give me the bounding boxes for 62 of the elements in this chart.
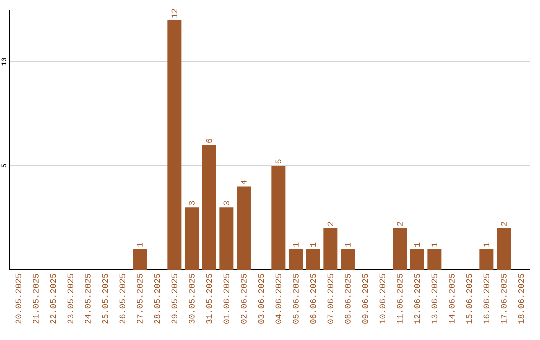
bar	[133, 249, 147, 270]
bar	[237, 186, 251, 270]
bar	[272, 166, 286, 270]
x-tick-label: 11.06.2025	[397, 274, 403, 324]
bar	[168, 20, 182, 270]
x-tick-label: 16.06.2025	[484, 274, 490, 324]
bar	[324, 228, 338, 270]
x-tick-label: 17.06.2025	[501, 274, 507, 324]
x-tick-label: 06.06.2025	[310, 274, 316, 324]
data-label: 1	[432, 242, 438, 247]
x-tick-label: 21.05.2025	[33, 274, 39, 324]
x-tick-label: 15.06.2025	[466, 274, 472, 324]
x-tick-label: 24.05.2025	[85, 274, 91, 324]
x-tick-label: 29.05.2025	[172, 274, 178, 324]
bar	[220, 208, 234, 270]
data-label: 2	[328, 222, 334, 226]
x-tick-label: 07.06.2025	[328, 274, 334, 324]
x-tick-label: 18.06.2025	[518, 274, 524, 324]
bar	[480, 249, 494, 270]
bar	[410, 249, 424, 270]
x-tick-label: 08.06.2025	[345, 274, 351, 324]
x-tick-label: 12.06.2025	[414, 274, 420, 324]
bar	[428, 249, 442, 270]
data-label: 1	[414, 242, 420, 247]
x-tick-label: 30.05.2025	[189, 274, 195, 324]
data-label: 3	[189, 201, 195, 206]
data-label: 4	[241, 180, 247, 185]
x-tick-label: 31.05.2025	[206, 274, 212, 324]
data-label: 5	[276, 160, 282, 164]
x-tick-label: 03.06.2025	[258, 274, 264, 324]
x-tick-label: 27.05.2025	[137, 274, 143, 324]
bar	[202, 145, 216, 270]
data-label: 1	[345, 242, 351, 247]
bar	[289, 249, 303, 270]
data-label: 1	[137, 242, 143, 247]
x-tick-label: 04.06.2025	[276, 274, 282, 324]
x-tick-label: 02.06.2025	[241, 274, 247, 324]
x-tick-label: 01.06.2025	[224, 274, 230, 324]
x-tick-label: 25.05.2025	[102, 274, 108, 324]
data-label: 1	[310, 242, 316, 247]
data-label: 12	[172, 9, 178, 18]
bar	[306, 249, 320, 270]
x-tick-label: 22.05.2025	[50, 274, 56, 324]
x-tick-label: 26.05.2025	[120, 274, 126, 324]
bar	[497, 228, 512, 270]
bar	[341, 249, 355, 270]
x-tick-label: 10.06.2025	[380, 274, 386, 324]
data-label: 1	[293, 242, 299, 247]
x-tick-label: 20.05.2025	[16, 274, 22, 324]
data-label: 6	[206, 138, 212, 143]
data-label: 3	[224, 201, 230, 206]
bar	[185, 208, 199, 270]
bar	[393, 228, 407, 270]
x-tick-label: 13.06.2025	[432, 274, 438, 324]
data-label: 2	[501, 222, 507, 226]
x-tick-label: 05.06.2025	[293, 274, 299, 324]
x-tick-label: 09.06.2025	[362, 274, 368, 324]
x-tick-label: 28.05.2025	[154, 274, 160, 324]
x-tick-label: 23.05.2025	[68, 274, 74, 324]
data-label: 1	[484, 242, 490, 247]
x-tick-label: 14.06.2025	[449, 274, 455, 324]
data-label: 2	[397, 222, 403, 226]
